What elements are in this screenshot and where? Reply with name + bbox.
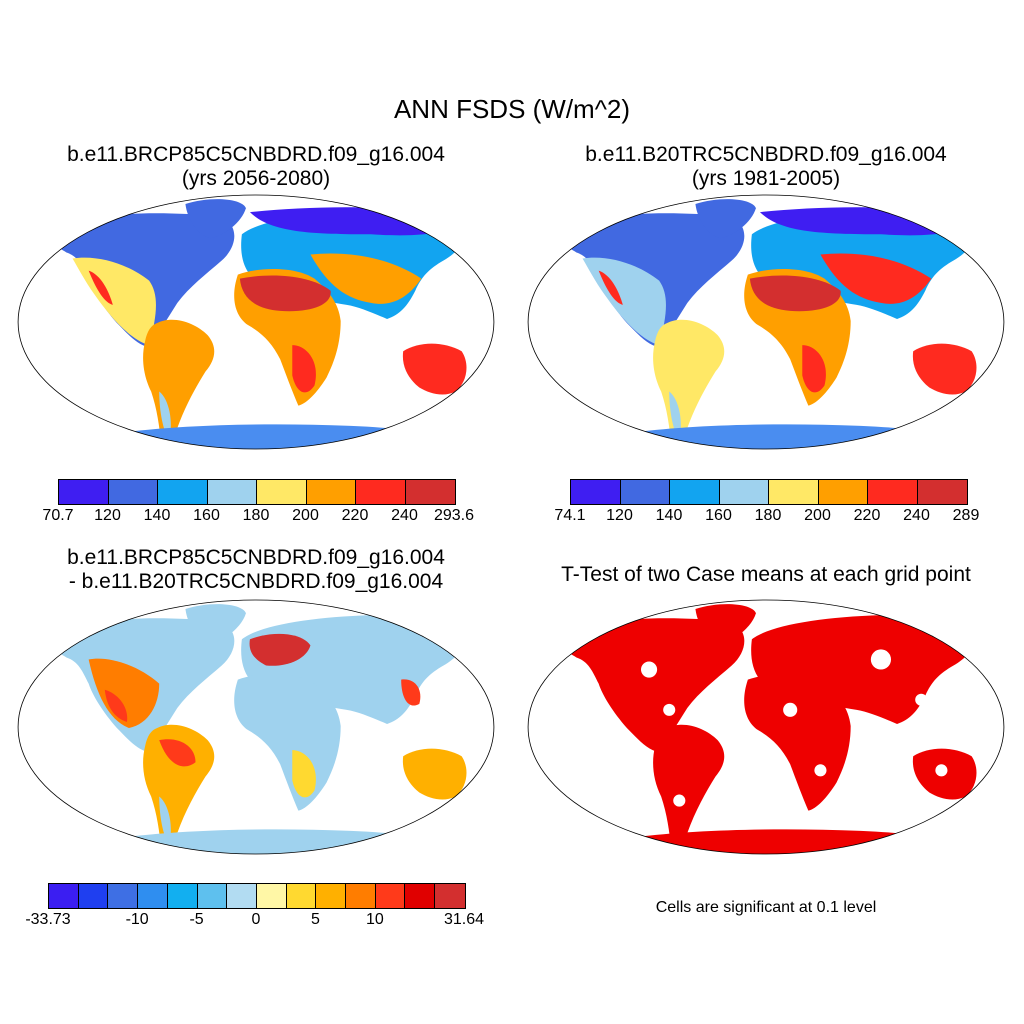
colorbar-tick-label: 180 <box>242 507 270 524</box>
colorbar-cell <box>257 480 307 504</box>
colorbar-tick-label: 70.7 <box>42 507 74 524</box>
colorbar-tick-label: 160 <box>193 507 220 524</box>
colorbar-tick-label: 220 <box>341 507 369 524</box>
colorbar-tick-label: 160 <box>705 507 732 524</box>
title-line-1: b.e11.B20TRC5CNBDRD.f09_g16.004 <box>585 143 947 166</box>
colorbar-tick-label: 293.6 <box>433 507 475 524</box>
colorbar-cell <box>769 480 819 504</box>
colorbar-cell <box>405 884 436 908</box>
colorbar-tick-label: -5 <box>189 911 204 928</box>
colorbar-tick-label: 5 <box>310 911 320 928</box>
colorbar-tick-label: 140 <box>143 507 171 524</box>
colorbar-cell <box>167 884 198 908</box>
colorbar-cell <box>138 884 168 908</box>
colorbar-bottom-left <box>48 883 466 909</box>
colorbar-cell <box>59 480 109 504</box>
colorbar-cell <box>917 480 967 504</box>
colorbar-cell <box>868 480 918 504</box>
colorbar-cell <box>620 480 670 504</box>
colorbar-cell <box>571 480 621 504</box>
colorbar-cell <box>197 884 228 908</box>
figure-title: ANN FSDS (W/m^2) <box>393 94 631 124</box>
title-line-1: T-Test of two Case means at each grid po… <box>561 563 971 586</box>
colorbar-cell <box>306 480 356 504</box>
colorbar-cell <box>49 884 79 908</box>
colorbar-tick-label: 220 <box>853 507 881 524</box>
colorbar-cell <box>346 884 376 908</box>
panel-title-top-left: b.e11.BRCP85C5CNBDRD.f09_g16.004 (yrs 20… <box>8 143 504 191</box>
colorbar-tick-label: 120 <box>94 507 121 524</box>
title-line-1: b.e11.BRCP85C5CNBDRD.f09_g16.004 <box>67 546 445 569</box>
colorbar-tick-label: 120 <box>606 507 633 524</box>
colorbar-tick-label: 31.64 <box>443 911 485 928</box>
colorbar-cell <box>78 884 109 908</box>
colorbar-labels-top-right: 74.1 120 140 160 180 200 220 240 289 <box>554 507 979 527</box>
colorbar-tick-label: 180 <box>754 507 782 524</box>
panel-title-bottom-right: T-Test of two Case means at each grid po… <box>518 563 1014 587</box>
title-line-2: - b.e11.B20TRC5CNBDRD.f09_g16.004 <box>68 570 444 593</box>
colorbar-labels-bottom-left: -33.73 -10 -5 0 5 10 31.64 <box>25 911 484 931</box>
map-top-right <box>527 194 1005 450</box>
panel-title-top-right: b.e11.B20TRC5CNBDRD.f09_g16.004 (yrs 198… <box>518 143 1014 191</box>
colorbar-tick-label: 240 <box>903 507 930 524</box>
panel-title-bottom-left: b.e11.BRCP85C5CNBDRD.f09_g16.004 - b.e11… <box>8 546 504 594</box>
colorbar-cell <box>405 480 455 504</box>
colorbar-cell <box>316 884 347 908</box>
colorbar-tick-label: 200 <box>292 507 319 524</box>
colorbar-tick-label: 140 <box>655 507 683 524</box>
colorbar-tick-label: 0 <box>251 911 261 928</box>
colorbar-cell <box>207 480 257 504</box>
colorbar-cell <box>227 884 257 908</box>
colorbar-tick-label: -10 <box>125 911 149 928</box>
colorbar-labels-top-left: 70.7 120 140 160 180 200 220 240 293.6 <box>42 507 474 527</box>
colorbar-cell <box>256 884 287 908</box>
title-line-1: b.e11.BRCP85C5CNBDRD.f09_g16.004 <box>67 143 445 166</box>
colorbar-cell <box>719 480 769 504</box>
colorbar-tick-label: 289 <box>952 507 980 524</box>
colorbar-cell <box>670 480 720 504</box>
colorbar-top-right <box>570 479 968 505</box>
colorbar-tick-label: 10 <box>365 911 384 928</box>
colorbar-cell <box>108 884 139 908</box>
colorbar-top-left <box>58 479 456 505</box>
map-top-left <box>17 194 495 450</box>
map-bottom-right <box>527 599 1005 855</box>
colorbar-tick-label: 74.1 <box>554 507 586 524</box>
colorbar-tick-label: 200 <box>804 507 831 524</box>
title-line-2: (yrs 1981-2005) <box>691 167 841 190</box>
colorbar-cell <box>108 480 158 504</box>
title-line-2: (yrs 2056-2080) <box>181 167 331 190</box>
colorbar-cell <box>356 480 406 504</box>
map-bottom-left <box>17 599 495 855</box>
colorbar-cell <box>375 884 406 908</box>
colorbar-cell <box>158 480 208 504</box>
colorbar-cell <box>435 884 465 908</box>
significance-note: Cells are significant at 0.1 level <box>655 899 877 916</box>
colorbar-tick-label: -33.73 <box>25 911 71 928</box>
colorbar-cell <box>818 480 868 504</box>
colorbar-tick-label: 240 <box>391 507 418 524</box>
colorbar-cell <box>286 884 317 908</box>
